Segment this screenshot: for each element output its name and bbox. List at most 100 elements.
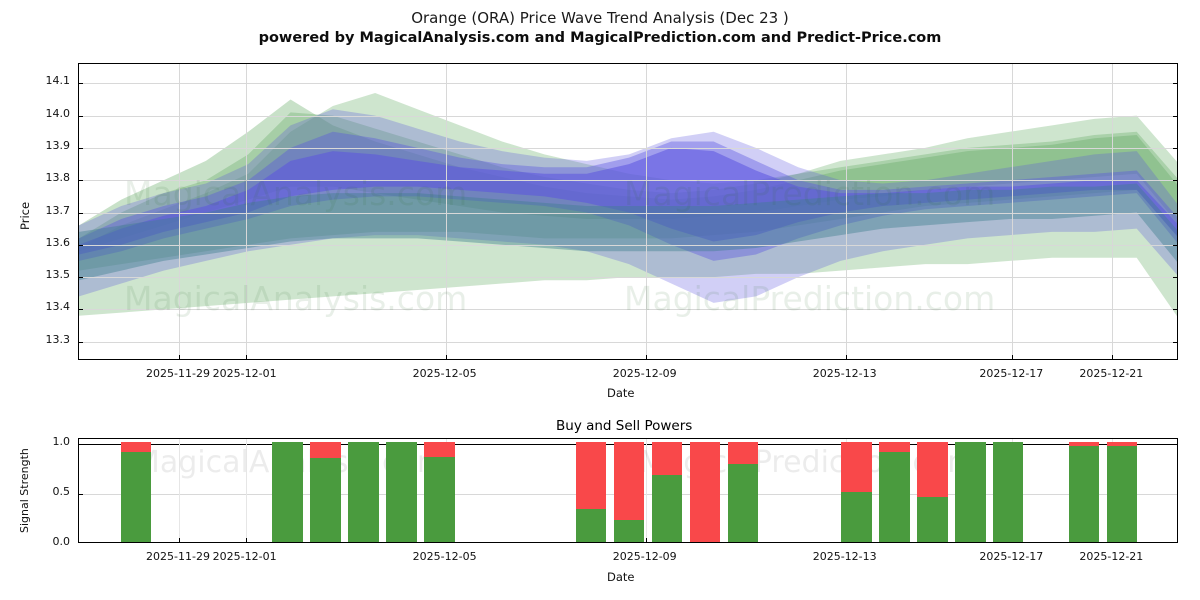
bar-26[interactable]	[1069, 442, 1100, 542]
price-gridline-h	[79, 309, 1177, 311]
buy-segment	[424, 457, 455, 542]
price-ytick-label: 13.8	[45, 171, 71, 185]
bar-24[interactable]	[993, 442, 1024, 542]
page-title: Orange (ORA) Price Wave Trend Analysis (…	[411, 9, 789, 27]
sell-segment	[120, 442, 152, 452]
price-xtick	[845, 355, 847, 359]
price-ytick-right	[1173, 147, 1177, 149]
bar-1[interactable]	[120, 442, 152, 542]
sell-segment	[1069, 442, 1100, 446]
price-xtick-label: 2025-12-17	[979, 367, 1044, 380]
price-ytick	[79, 277, 83, 279]
price-ytick-label: 13.6	[45, 235, 71, 249]
price-ytick-right	[1173, 244, 1177, 246]
buy-segment	[613, 520, 645, 542]
buy-segment	[310, 458, 341, 542]
buy-segment	[348, 442, 379, 542]
buy-segment	[917, 497, 948, 542]
bar-8[interactable]	[386, 442, 417, 542]
buy-segment	[955, 442, 986, 542]
price-ytick-right	[1173, 212, 1177, 214]
powers-xtick-label: 2025-12-01	[212, 550, 277, 563]
powers-xtick-label: 2025-12-05	[412, 550, 477, 563]
powers-xtick	[245, 538, 247, 542]
price-gridline-h	[79, 180, 1177, 182]
sell-segment	[841, 442, 872, 492]
bar-7[interactable]	[348, 442, 379, 542]
price-xtick-label: 2025-12-09	[612, 367, 677, 380]
price-ytick	[79, 83, 83, 85]
bar-23[interactable]	[955, 442, 986, 542]
price-gridline-h	[79, 341, 1177, 343]
powers-xtick	[645, 538, 647, 542]
bar-17[interactable]	[727, 442, 758, 542]
buy-segment	[993, 442, 1024, 542]
price-gridline-h	[79, 277, 1177, 279]
wave-band-green-band-inner	[79, 99, 1177, 252]
buy-segment	[120, 452, 152, 542]
buy-segment	[386, 442, 417, 542]
price-gridline-h	[79, 244, 1177, 246]
powers-xtick	[178, 538, 180, 542]
powers-xtick-label: 2025-12-09	[612, 550, 677, 563]
price-gridline-v	[645, 64, 647, 359]
buy-segment	[575, 509, 607, 542]
powers-ytick-label: 1.0	[52, 435, 71, 448]
chart-header: Orange (ORA) Price Wave Trend Analysis (…	[0, 8, 1200, 48]
bar-6[interactable]	[310, 442, 341, 542]
powers-gridline-v	[245, 439, 247, 542]
buy-segment	[272, 442, 303, 542]
price-ytick-right	[1173, 341, 1177, 343]
powers-ytick-label: 0.5	[52, 485, 71, 498]
price-ytick-label: 13.3	[45, 332, 71, 346]
price-xtick	[245, 355, 247, 359]
bar-5[interactable]	[272, 442, 303, 542]
price-gridline-v	[445, 64, 447, 359]
wave-band-blue-band-inner	[79, 147, 1177, 255]
sell-segment	[917, 442, 948, 497]
price-xtick	[178, 355, 180, 359]
sell-segment	[651, 442, 683, 475]
price-ytick-label: 13.4	[45, 300, 71, 314]
powers-xtick-label: 2025-11-29	[146, 550, 210, 563]
powers-ytick	[79, 444, 83, 445]
buy-segment	[651, 475, 683, 542]
bar-22[interactable]	[917, 442, 948, 542]
buy-segment	[727, 464, 758, 542]
price-xtick-label: 2025-12-01	[212, 367, 277, 380]
powers-title: Buy and Sell Powers	[556, 418, 693, 434]
price-wave-chart: MagicalAnalysis.com MagicalPrediction.com…	[78, 63, 1178, 360]
sell-segment	[424, 442, 455, 457]
price-gridline-v	[845, 64, 847, 359]
price-xtick-label: 2025-12-05	[412, 367, 477, 380]
bar-13[interactable]	[575, 442, 607, 542]
wave-band-teal-overlap-band	[79, 183, 1177, 281]
buy-segment	[1106, 446, 1138, 542]
price-ytick	[79, 341, 83, 343]
price-ytick-right	[1173, 83, 1177, 85]
price-xtick-label: 2025-12-21	[1079, 367, 1144, 380]
price-xtick	[1012, 355, 1014, 359]
bar-21[interactable]	[879, 442, 910, 542]
price-xtick-label: 2025-11-29	[146, 367, 210, 380]
sell-segment	[1106, 442, 1138, 446]
bar-16[interactable]	[689, 442, 721, 542]
bar-15[interactable]	[651, 442, 683, 542]
price-xtick-label: 2025-12-13	[812, 367, 877, 380]
bar-9[interactable]	[424, 442, 455, 542]
price-gridline-v	[1012, 64, 1014, 359]
powers-xaxis-label: Date	[607, 570, 635, 584]
price-ytick	[79, 309, 83, 311]
page-subtitle: powered by MagicalAnalysis.com and Magic…	[258, 30, 942, 46]
price-xtick	[445, 355, 447, 359]
price-ytick	[79, 244, 83, 246]
bar-14[interactable]	[613, 442, 645, 542]
bar-27[interactable]	[1106, 442, 1138, 542]
price-xtick	[1112, 355, 1114, 359]
bar-20[interactable]	[841, 442, 872, 542]
price-gridline-v	[1112, 64, 1114, 359]
sell-segment	[575, 442, 607, 509]
sell-segment	[727, 442, 758, 464]
powers-xtick-label: 2025-12-17	[979, 550, 1044, 563]
